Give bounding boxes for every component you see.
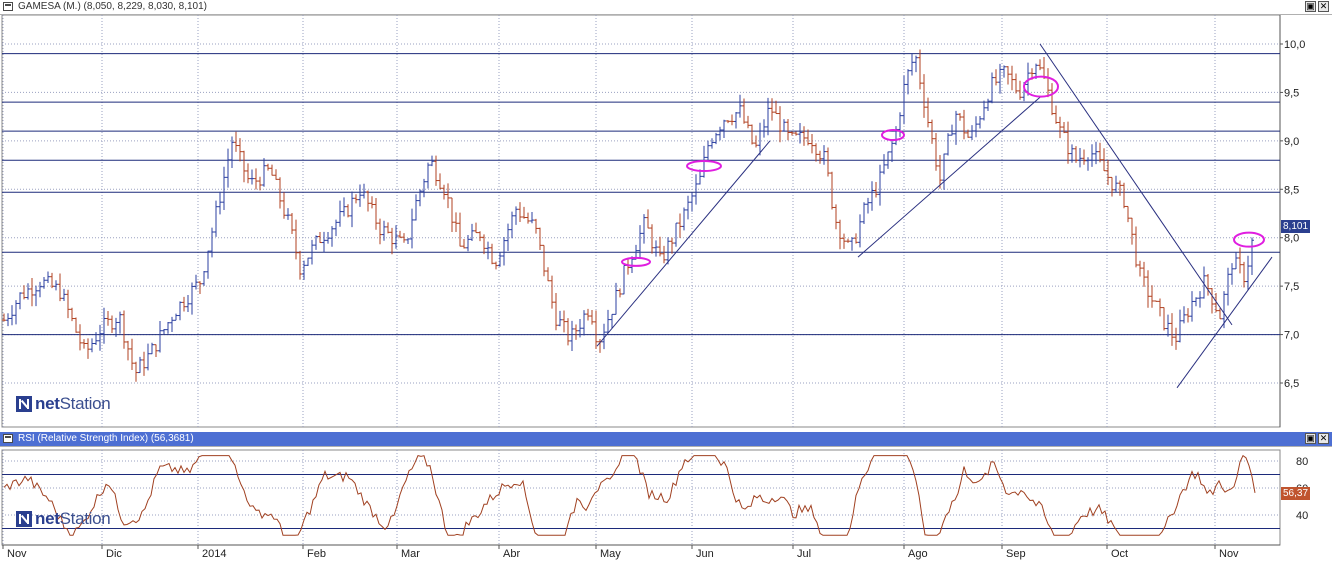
trendline bbox=[596, 140, 771, 347]
trendline bbox=[857, 96, 1041, 258]
highlight-ellipse bbox=[1023, 75, 1059, 98]
y-tick-label: 8,5 bbox=[1284, 184, 1299, 196]
highlight-ellipse bbox=[1233, 231, 1265, 248]
netstation-logo: net Station bbox=[16, 509, 111, 529]
highlight-ellipse bbox=[686, 160, 722, 173]
maximize-button[interactable]: ▣ bbox=[1305, 433, 1316, 444]
price-panel: GAMESA (M.) (8,050, 8,229, 8,030, 8,101)… bbox=[0, 0, 1332, 430]
y-tick-label: 9,5 bbox=[1284, 87, 1299, 99]
ohlc-bars bbox=[2, 49, 1254, 382]
x-tick-label: 2014 bbox=[202, 548, 226, 560]
close-button[interactable]: ✕ bbox=[1318, 1, 1329, 12]
trendline bbox=[1039, 43, 1233, 326]
y-tick-label: 7,0 bbox=[1284, 330, 1299, 342]
price-chart[interactable]: 6,5 7,0 7,5 8,0 8,5 9,0 9,5 10,0 bbox=[0, 15, 1332, 430]
netstation-logo: net Station bbox=[16, 394, 111, 414]
x-tick-label: Oct bbox=[1111, 548, 1128, 560]
rsi-panel: RSI (Relative Strength Index) (56,3681) … bbox=[0, 432, 1332, 561]
rsi-value-badge: 56,37 bbox=[1281, 487, 1311, 500]
x-tick-label: Mar bbox=[401, 548, 420, 560]
y-tick-label: 8,0 bbox=[1284, 233, 1299, 245]
x-tick-label: Sep bbox=[1006, 548, 1026, 560]
x-tick-label: Nov bbox=[1219, 548, 1239, 560]
x-tick-label: May bbox=[600, 548, 621, 560]
window-menu-icon[interactable] bbox=[3, 2, 13, 11]
trendline bbox=[1176, 256, 1273, 389]
last-price-badge: 8,101 bbox=[1281, 220, 1311, 233]
x-tick-label: Nov bbox=[7, 548, 27, 560]
highlight-ellipse bbox=[881, 129, 905, 142]
netstation-logo-icon bbox=[16, 396, 32, 412]
x-tick-label: Jul bbox=[797, 548, 811, 560]
rsi-panel-titlebar: RSI (Relative Strength Index) (56,3681) … bbox=[0, 432, 1332, 447]
x-tick-label: Ago bbox=[908, 548, 928, 560]
y-tick-label: 10,0 bbox=[1284, 39, 1305, 51]
rsi-line bbox=[3, 454, 1256, 536]
window-menu-icon[interactable] bbox=[3, 434, 13, 443]
maximize-button[interactable]: ▣ bbox=[1305, 1, 1316, 12]
x-tick-label: Jun bbox=[696, 548, 714, 560]
rsi-chart[interactable]: 406080NovDic2014FebMarAbrMayJunJulAgoSep… bbox=[0, 447, 1332, 561]
price-panel-title: GAMESA (M.) (8,050, 8,229, 8,030, 8,101) bbox=[18, 1, 207, 12]
y-tick-label: 6,5 bbox=[1284, 378, 1299, 390]
rsi-panel-title: RSI (Relative Strength Index) (56,3681) bbox=[18, 433, 194, 444]
highlight-ellipse bbox=[621, 256, 651, 267]
close-button[interactable]: ✕ bbox=[1318, 433, 1329, 444]
price-panel-titlebar: GAMESA (M.) (8,050, 8,229, 8,030, 8,101)… bbox=[0, 0, 1332, 15]
y-tick-label: 9,0 bbox=[1284, 136, 1299, 148]
x-tick-label: Abr bbox=[503, 548, 520, 560]
netstation-logo-icon bbox=[16, 511, 32, 527]
rsi-y-tick-label: 40 bbox=[1296, 510, 1308, 522]
plot-frame bbox=[1, 15, 1281, 428]
y-tick-label: 7,5 bbox=[1284, 281, 1299, 293]
x-tick-label: Feb bbox=[307, 548, 326, 560]
rsi-y-tick-label: 80 bbox=[1296, 456, 1308, 468]
x-tick-label: Dic bbox=[106, 548, 122, 560]
